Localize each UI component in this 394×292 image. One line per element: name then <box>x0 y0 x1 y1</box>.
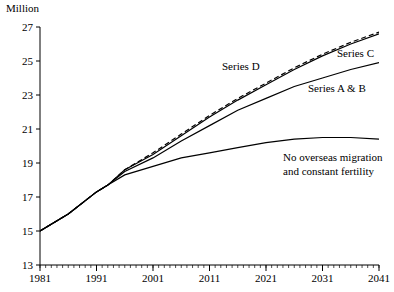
y-tick <box>36 231 40 232</box>
y-tick-label: 13 <box>22 259 34 271</box>
x-minor-tick <box>367 265 368 268</box>
series-label: Series A & B <box>308 82 366 94</box>
series-label: Series C <box>337 47 374 59</box>
x-minor-tick <box>232 265 233 268</box>
y-tick <box>36 95 40 96</box>
y-tick-label: 19 <box>22 157 34 169</box>
x-minor-tick <box>316 265 317 268</box>
x-tick <box>266 265 267 271</box>
x-tick-label: 1981 <box>29 272 51 284</box>
x-minor-tick <box>277 265 278 268</box>
series-label-line: No overseas migration <box>283 151 383 163</box>
chart: Million 13 15 17 19 21 23 25 27 1981 1991 2001 2011 2… <box>0 0 394 292</box>
series-label: Series D <box>222 60 260 72</box>
x-tick <box>322 265 323 271</box>
x-tick <box>40 265 41 271</box>
x-tick-label: 2031 <box>312 272 334 284</box>
x-minor-tick <box>85 265 86 268</box>
x-minor-tick <box>254 265 255 268</box>
x-minor-tick <box>345 265 346 268</box>
x-minor-tick <box>73 265 74 268</box>
x-minor-tick <box>288 265 289 268</box>
x-tick <box>96 265 97 271</box>
x-minor-tick <box>90 265 91 268</box>
x-minor-tick <box>102 265 103 268</box>
series-line <box>40 32 379 231</box>
x-minor-tick <box>350 265 351 268</box>
x-minor-tick <box>186 265 187 268</box>
x-tick <box>153 265 154 271</box>
x-minor-tick <box>141 265 142 268</box>
x-minor-tick <box>169 265 170 268</box>
x-tick-label: 2011 <box>199 272 221 284</box>
y-axis <box>40 27 41 265</box>
y-tick-label: 25 <box>22 55 34 67</box>
y-tick <box>36 163 40 164</box>
x-minor-tick <box>362 265 363 268</box>
series-line <box>40 34 379 231</box>
x-minor-tick <box>203 265 204 268</box>
x-minor-tick <box>175 265 176 268</box>
y-tick-label: 21 <box>22 123 33 135</box>
x-minor-tick <box>294 265 295 268</box>
chart-container: Million 13 15 17 19 21 23 25 27 1981 1991 2001 2011 2… <box>0 0 394 292</box>
x-minor-tick <box>51 265 52 268</box>
x-tick-label: 1991 <box>86 272 108 284</box>
x-minor-tick <box>113 265 114 268</box>
x-minor-tick <box>158 265 159 268</box>
x-minor-tick <box>119 265 120 268</box>
x-minor-tick <box>282 265 283 268</box>
x-minor-tick <box>220 265 221 268</box>
y-tick-label: 17 <box>22 191 34 203</box>
x-minor-tick <box>356 265 357 268</box>
x-minor-tick <box>373 265 374 268</box>
x-minor-tick <box>226 265 227 268</box>
x-minor-tick <box>260 265 261 268</box>
x-minor-tick <box>305 265 306 268</box>
series-label: No overseas migration and constant fertil… <box>283 151 383 177</box>
x-minor-tick <box>237 265 238 268</box>
x-tick <box>379 265 380 271</box>
x-minor-tick <box>56 265 57 268</box>
x-minor-tick <box>164 265 165 268</box>
x-minor-tick <box>136 265 137 268</box>
x-minor-tick <box>68 265 69 268</box>
x-minor-tick <box>215 265 216 268</box>
x-minor-tick <box>333 265 334 268</box>
x-minor-tick <box>124 265 125 268</box>
x-minor-tick <box>271 265 272 268</box>
x-minor-tick <box>107 265 108 268</box>
y-tick-label: 27 <box>22 21 34 33</box>
y-axis-label: Million <box>6 2 40 14</box>
lines <box>40 32 379 231</box>
x-minor-tick <box>299 265 300 268</box>
series-line <box>40 63 379 231</box>
x-minor-tick <box>243 265 244 268</box>
y-tick-label: 15 <box>22 225 34 237</box>
x-minor-tick <box>328 265 329 268</box>
y-tick <box>36 197 40 198</box>
x-tick <box>209 265 210 271</box>
x-minor-tick <box>79 265 80 268</box>
x-minor-tick <box>45 265 46 268</box>
x-tick-label: 2041 <box>368 272 390 284</box>
y-tick <box>36 265 40 266</box>
x-minor-tick <box>147 265 148 268</box>
x-tick-label: 2001 <box>142 272 164 284</box>
x-minor-tick <box>181 265 182 268</box>
x-minor-tick <box>249 265 250 268</box>
x-minor-tick <box>198 265 199 268</box>
x-minor-tick <box>192 265 193 268</box>
y-tick <box>36 129 40 130</box>
x-minor-tick <box>130 265 131 268</box>
x-minor-tick <box>339 265 340 268</box>
y-tick <box>36 61 40 62</box>
x-tick-label: 2021 <box>255 272 277 284</box>
y-tick-label: 23 <box>22 89 34 101</box>
x-minor-tick <box>311 265 312 268</box>
series-label-line: and constant fertility <box>283 165 375 177</box>
x-minor-tick <box>62 265 63 268</box>
y-tick <box>36 27 40 28</box>
